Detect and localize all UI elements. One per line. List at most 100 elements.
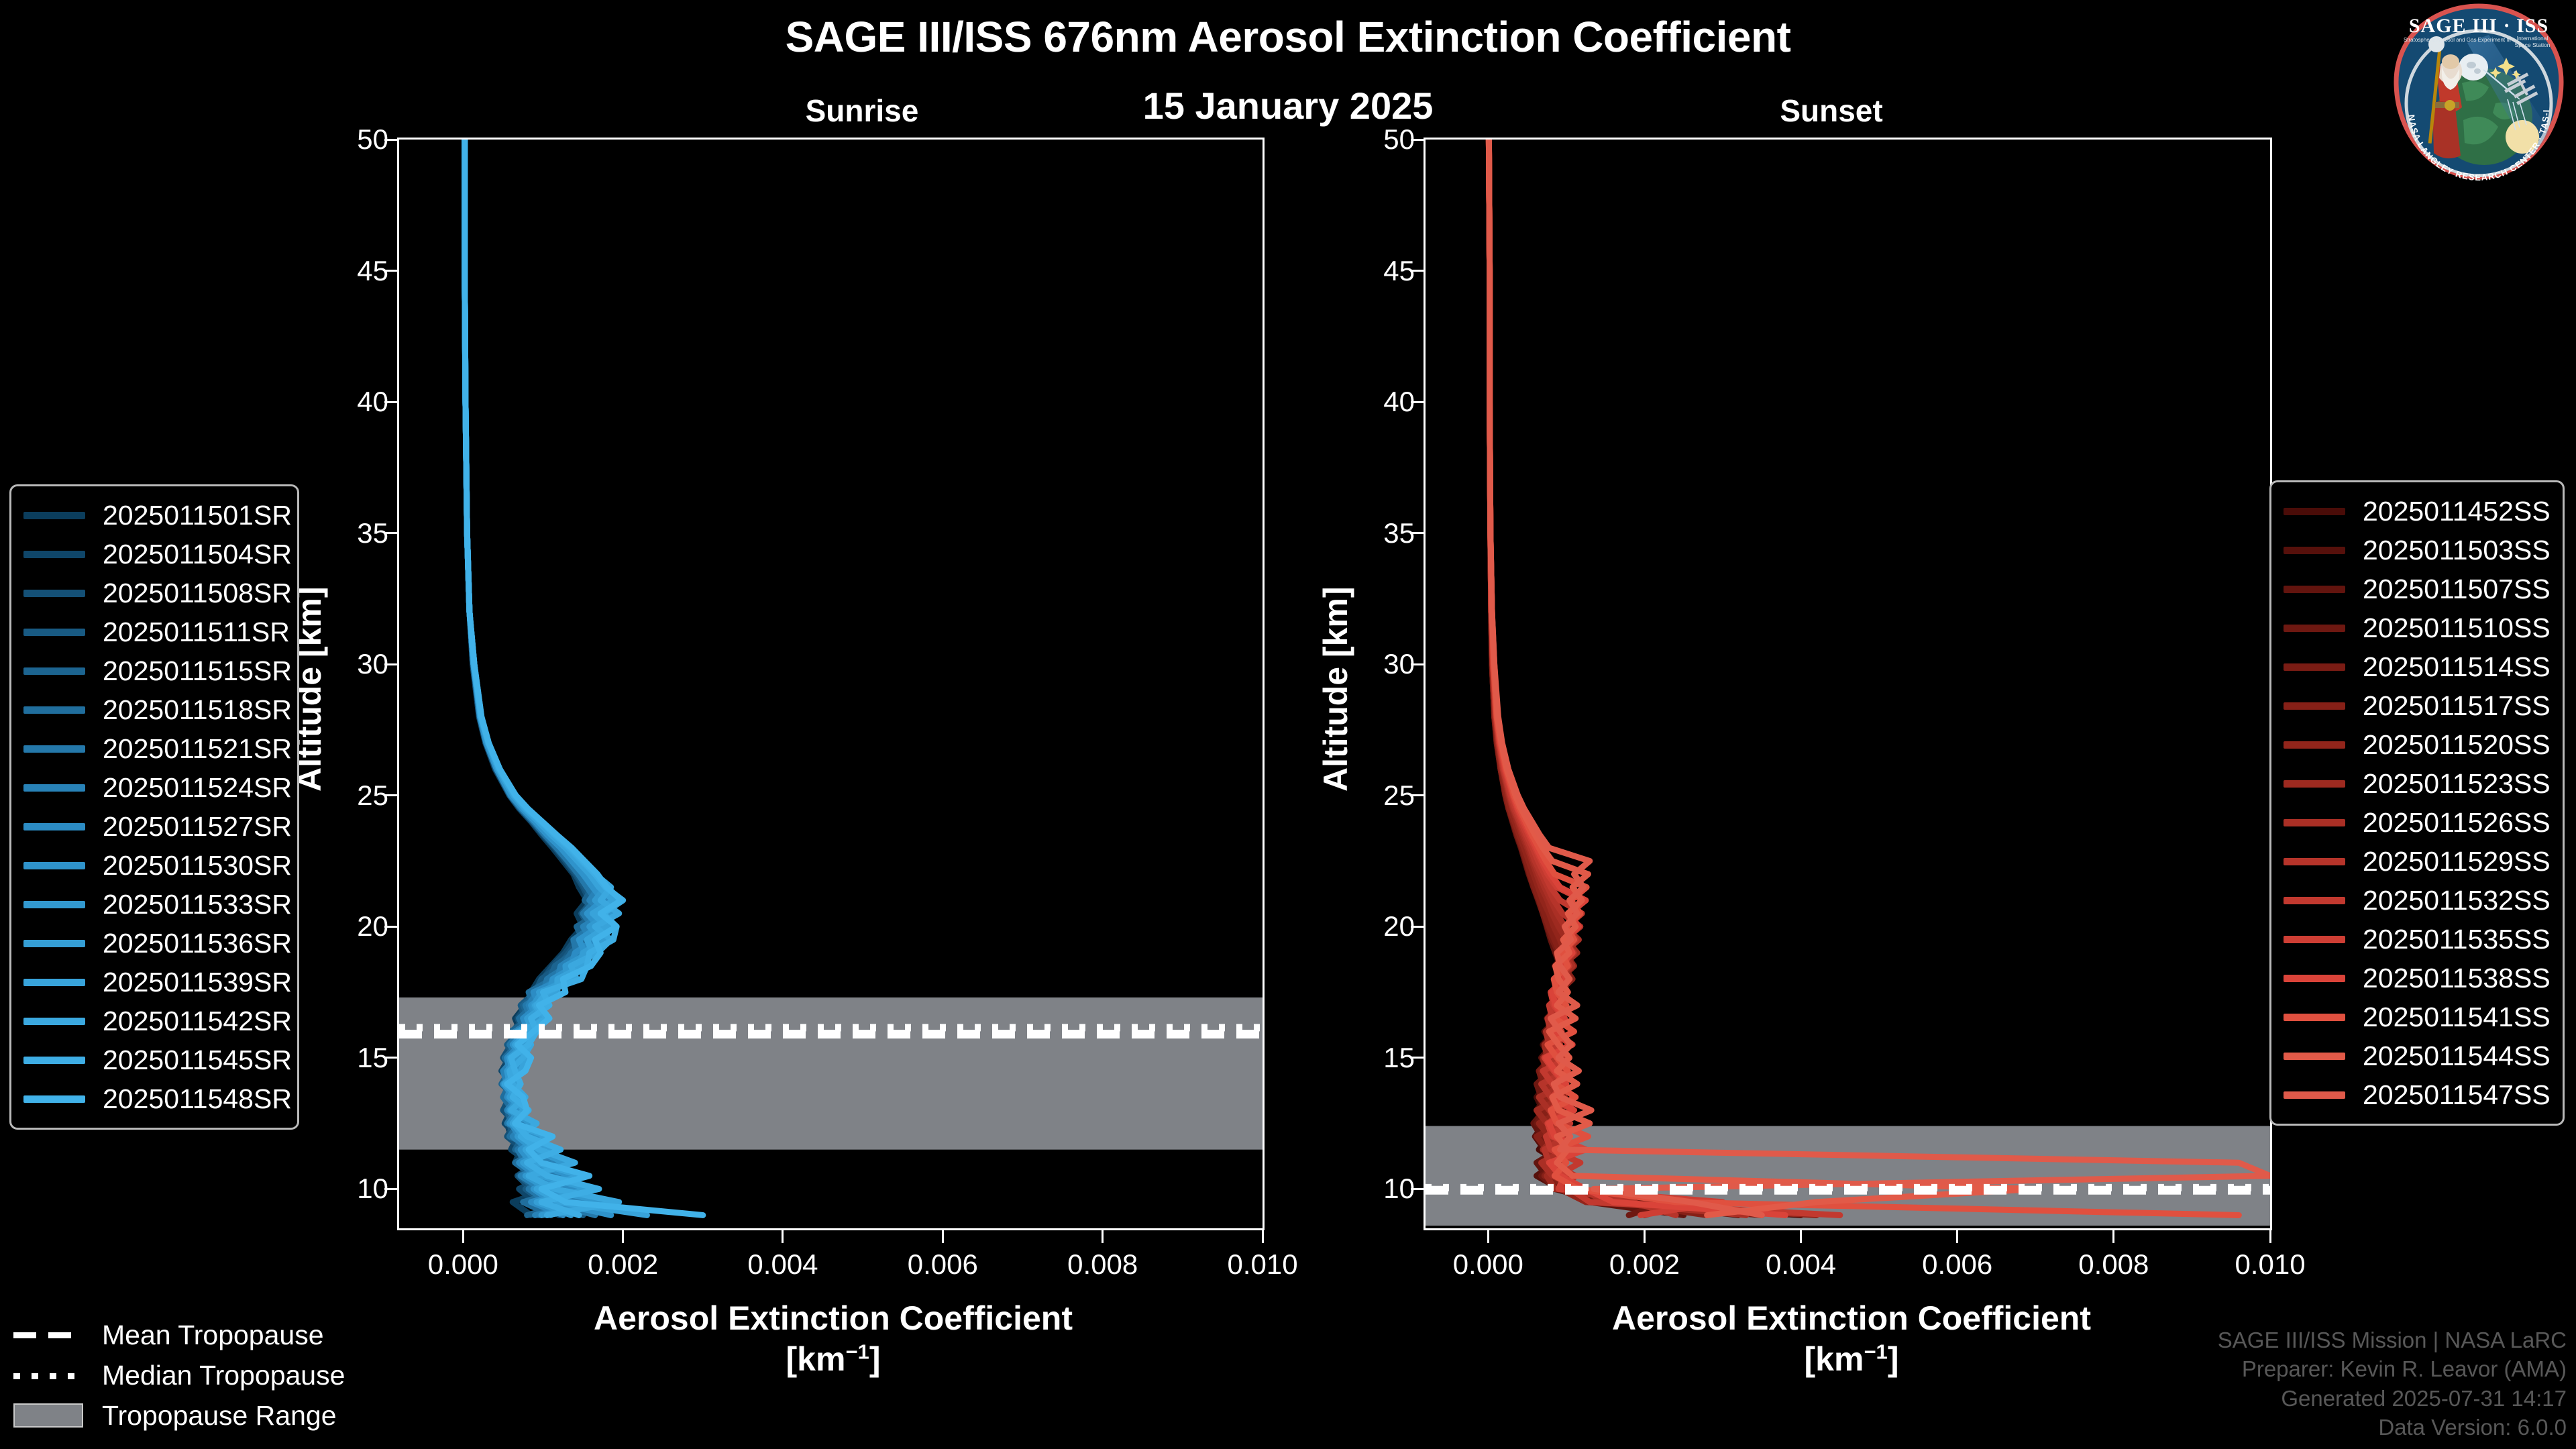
y-axis-tick — [1411, 1057, 1426, 1059]
x-axis-title-sunrise: Aerosol Extinction Coefficient [km−1] — [397, 1298, 1269, 1380]
legend-item[interactable]: 2025011520SS — [2284, 725, 2551, 764]
x-axis-tick — [1800, 1228, 1803, 1243]
y-axis-tick-label: 25 — [357, 779, 388, 811]
legend-item[interactable]: 2025011523SS — [2284, 764, 2551, 803]
legend-label-median: Median Tropopause — [102, 1359, 345, 1391]
legend-item[interactable]: 2025011539SR — [23, 963, 292, 1002]
profile-line — [1485, 140, 1741, 1218]
legend-item[interactable]: 2025011521SR — [23, 729, 292, 768]
x-axis-units-exponent: −1 — [845, 1340, 869, 1364]
credits-mission: SAGE III/ISS Mission | NASA LaRC — [2217, 1327, 2567, 1352]
y-axis-tick-label: 10 — [1383, 1173, 1415, 1205]
legend-item[interactable]: 2025011529SS — [2284, 842, 2551, 881]
profile-line — [1485, 140, 1726, 1218]
profile-lines-sunrise — [399, 140, 1263, 1218]
y-axis-tick — [1411, 1187, 1426, 1190]
y-axis-tick-label: 45 — [1383, 254, 1415, 286]
legend-event-label: 2025011523SS — [2363, 767, 2551, 799]
y-axis-tick — [1411, 138, 1426, 141]
profile-line — [1485, 140, 1695, 1218]
legend-event-label: 2025011530SR — [103, 849, 292, 881]
profile-line — [1485, 140, 1679, 1218]
y-axis-tick — [384, 1057, 399, 1059]
y-axis-tick-label: 35 — [1383, 517, 1415, 549]
profile-line — [1485, 140, 2039, 1218]
y-axis-tick-label: 40 — [357, 386, 388, 418]
legend-color-swatch — [2284, 780, 2345, 788]
legend-item[interactable]: 2025011542SR — [23, 1002, 292, 1040]
profile-line — [1485, 140, 1820, 1218]
y-axis-tick — [1411, 400, 1426, 403]
legend-item[interactable]: 2025011503SS — [2284, 531, 2551, 570]
legend-color-swatch — [23, 1095, 85, 1103]
legend-item[interactable]: 2025011501SR — [23, 496, 292, 535]
legend-event-label: 2025011515SR — [103, 655, 292, 686]
y-axis-tick — [1411, 925, 1426, 928]
legend-item[interactable]: 2025011545SR — [23, 1040, 292, 1079]
legend-item[interactable]: 2025011517SS — [2284, 686, 2551, 725]
legend-item[interactable]: 2025011507SS — [2284, 570, 2551, 608]
panel-label-sunset: Sunset — [1780, 93, 1883, 128]
legend-item[interactable]: 2025011511SR — [23, 612, 290, 651]
x-axis-tick-label: 0.006 — [907, 1248, 978, 1280]
y-axis-tick-label: 45 — [357, 254, 388, 286]
legend-item[interactable]: 2025011510SS — [2284, 608, 2551, 647]
legend-item[interactable]: 2025011518SR — [23, 690, 292, 729]
legend-color-swatch — [2284, 1091, 2345, 1099]
legend-color-swatch — [23, 667, 85, 675]
legend-sunrise[interactable]: 2025011501SR 2025011504SR 2025011508SR 2025… — [9, 484, 299, 1130]
legend-event-label: 2025011547SS — [2363, 1079, 2551, 1110]
legend-item[interactable]: 2025011530SR — [23, 846, 292, 885]
legend-item[interactable]: 2025011541SS — [2284, 998, 2551, 1036]
legend-item[interactable]: 2025011524SR — [23, 768, 292, 807]
legend-item[interactable]: 2025011547SS — [2284, 1075, 2551, 1114]
legend-event-label: 2025011533SR — [103, 888, 292, 920]
legend-event-label: 2025011529SS — [2363, 845, 2551, 877]
legend-item[interactable]: 2025011536SR — [23, 924, 292, 963]
legend-color-swatch — [23, 978, 85, 986]
x-axis-tick-label: 0.010 — [1227, 1248, 1298, 1280]
legend-item[interactable]: 2025011504SR — [23, 535, 292, 574]
legend-color-swatch — [23, 589, 85, 597]
legend-item[interactable]: 2025011535SS — [2284, 920, 2551, 959]
legend-event-label: 2025011536SR — [103, 927, 292, 959]
legend-item[interactable]: 2025011526SS — [2284, 803, 2551, 842]
x-axis-tick — [782, 1228, 784, 1243]
y-axis-tick-label: 20 — [1383, 910, 1415, 943]
plot-area-sunset: 10 15 20 25 30 35 40 45 50 0.000 0.002 0.004 0.006 0.… — [1383, 123, 2305, 1280]
x-axis-tick-label: 0.008 — [1067, 1248, 1138, 1280]
y-axis-tick-label: 50 — [357, 123, 388, 155]
legend-color-swatch — [23, 706, 85, 714]
legend-item[interactable]: 2025011533SR — [23, 885, 292, 924]
legend-item[interactable]: 2025011527SR — [23, 807, 292, 846]
legend-color-swatch — [2284, 857, 2345, 865]
legend-item[interactable]: 2025011452SS — [2284, 492, 2551, 531]
legend-item-tropopause-range: Tropopause Range — [13, 1395, 345, 1436]
legend-event-label: 2025011527SR — [103, 810, 292, 842]
legend-item[interactable]: 2025011538SS — [2284, 959, 2551, 998]
legend-sunset[interactable]: 2025011452SS 2025011503SS 2025011507SS 2025… — [2269, 480, 2565, 1126]
legend-item[interactable]: 2025011515SR — [23, 651, 292, 690]
y-axis-title-sunset: Altitude [km] — [1317, 586, 1354, 792]
svg-text:Space Station: Space Station — [2515, 42, 2551, 48]
legend-event-label: 2025011508SR — [103, 577, 292, 608]
legend-item[interactable]: 2025011548SR — [23, 1079, 292, 1118]
y-axis-tick — [384, 532, 399, 535]
x-axis-tick-label: 0.010 — [2235, 1248, 2306, 1280]
legend-item[interactable]: 2025011544SS — [2284, 1036, 2551, 1075]
x-axis-units-open: [km — [786, 1340, 846, 1378]
legend-item[interactable]: 2025011508SR — [23, 574, 292, 612]
legend-color-swatch — [23, 939, 85, 947]
legend-event-label: 2025011503SS — [2363, 534, 2551, 566]
legend-color-swatch — [2284, 507, 2345, 515]
legend-color-swatch — [2284, 585, 2345, 593]
legend-item[interactable]: 2025011514SS — [2284, 647, 2551, 686]
x-axis-units-exponent: −1 — [1864, 1340, 1888, 1364]
profile-line — [1485, 140, 2270, 1218]
sage-iii-iss-mission-patch-logo: SAGE III · ISS Stratospheric Aerosol and… — [2388, 3, 2564, 181]
x-axis-tick-label: 0.006 — [1922, 1248, 1993, 1280]
plot-clip-sunset — [1426, 140, 2270, 1228]
x-axis-tick — [2112, 1228, 2115, 1243]
legend-item[interactable]: 2025011532SS — [2284, 881, 2551, 920]
svg-text:Stratospheric Aerosol and Gas: Stratospheric Aerosol and Gas Experiment… — [2404, 37, 2511, 43]
